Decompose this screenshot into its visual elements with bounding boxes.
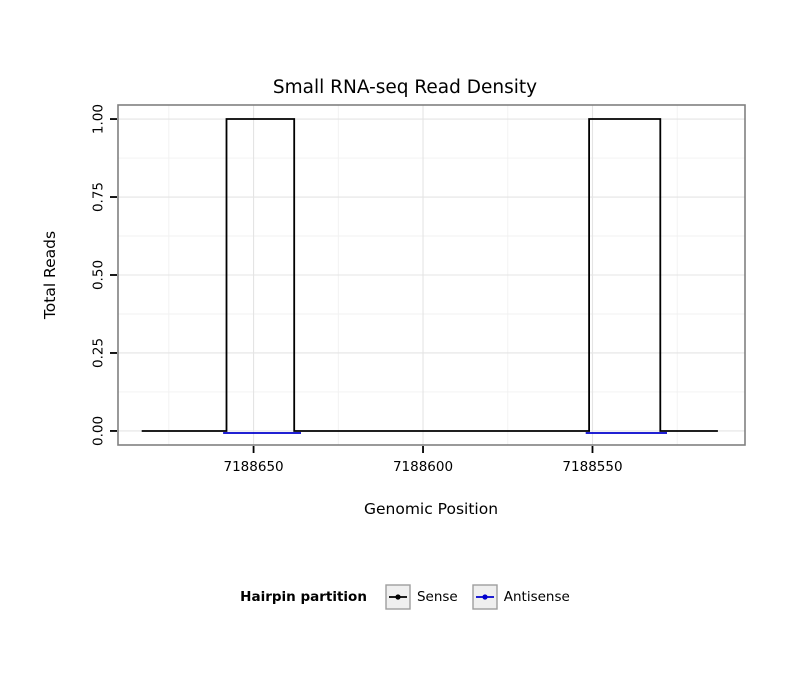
gridlines-major — [118, 105, 745, 445]
y-tick-label: 0.00 — [91, 416, 107, 446]
legend-key-sense — [385, 584, 411, 610]
legend-key-point-sense — [395, 594, 401, 600]
legend-key-point-antisense — [482, 594, 488, 600]
tick-label-group: 7188650 7188600 7188550 0.00 0.25 0.50 0.75 1.0… — [91, 104, 623, 475]
y-tick-label: 0.25 — [91, 338, 107, 368]
legend-entry-antisense: Antisense — [472, 584, 570, 610]
x-tick-label: 7188650 — [224, 459, 284, 475]
legend: Hairpin partition Sense Antisense — [0, 584, 810, 610]
y-tick-label: 1.00 — [91, 104, 107, 134]
series-line-sense — [141, 118, 718, 432]
legend-label-antisense: Antisense — [503, 589, 570, 605]
y-tick-label: 0.75 — [91, 182, 107, 212]
y-tick-label: 0.50 — [91, 260, 107, 290]
legend-key-antisense — [472, 584, 498, 610]
x-tick-label: 7188600 — [393, 459, 453, 475]
panel-border — [117, 104, 746, 446]
legend-label-sense: Sense — [416, 589, 458, 605]
x-tick-label: 7188550 — [562, 459, 622, 475]
x-axis-title: Genomic Position — [364, 500, 498, 518]
series-group — [141, 118, 718, 434]
gridlines-minor — [118, 105, 745, 445]
legend-title: Hairpin partition — [240, 589, 367, 605]
y-axis-title: Total Reads — [41, 231, 59, 320]
chart-title: Small RNA-seq Read Density — [273, 77, 537, 98]
chart: 7188650 7188600 7188550 0.00 0.25 0.50 0.75 1.0… — [41, 77, 746, 518]
axis-group — [110, 104, 746, 453]
legend-entry-sense: Sense — [385, 584, 458, 610]
